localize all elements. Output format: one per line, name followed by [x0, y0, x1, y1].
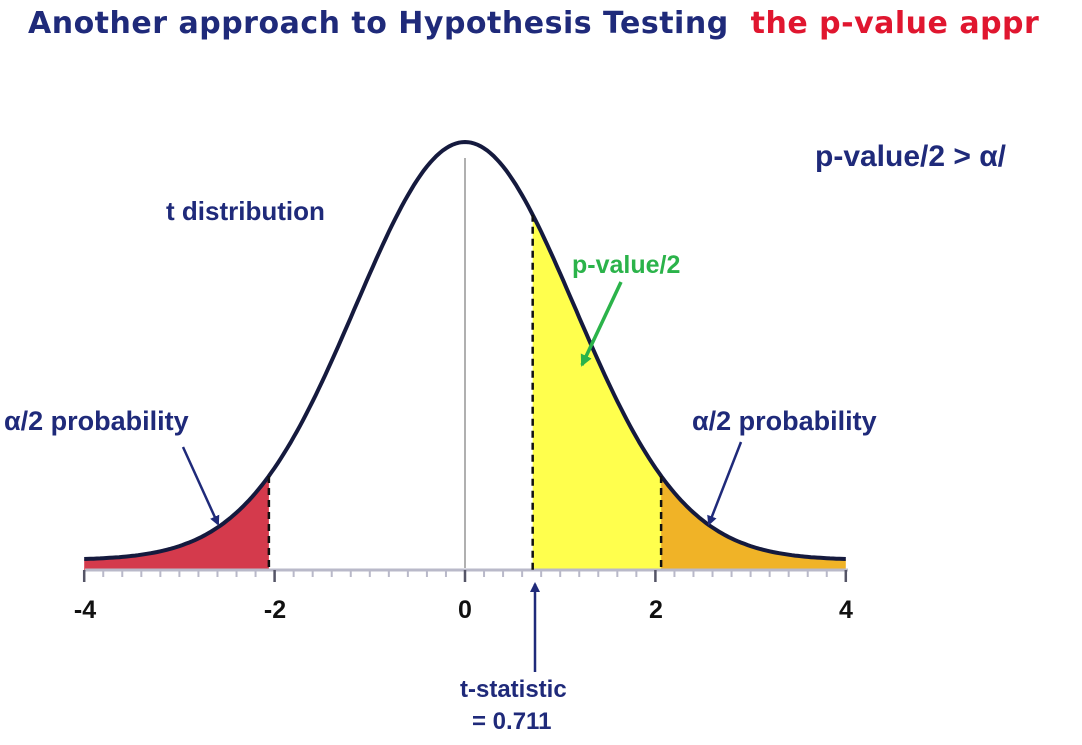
- t-density-curve: [84, 139, 846, 561]
- axis-ticks: [82, 570, 848, 582]
- alpha-right-region: [661, 476, 846, 570]
- tick-label-neg2: -2: [263, 596, 287, 624]
- p-value-comparison: p-value/2 > α/: [815, 140, 1007, 173]
- tick-label-4: 4: [839, 596, 853, 624]
- title-subtitle: the p-value appr: [750, 6, 1040, 41]
- alpha-left-label: α/2 probability: [4, 406, 189, 436]
- p-value-region: [532, 214, 662, 570]
- title-text: Another approach to Hypothesis Testing: [28, 6, 729, 41]
- t-distribution-label: t distribution: [166, 196, 325, 226]
- p-value-arrow: [580, 281, 623, 367]
- alpha-right-arrow: [707, 441, 743, 526]
- alpha-right-label: α/2 probability: [692, 406, 877, 436]
- p-value-label: p-value/2: [572, 251, 681, 279]
- alpha-left-arrow: [181, 446, 220, 526]
- alpha-left-region: [84, 476, 269, 570]
- slide-title: Another approach to Hypothesis Testing th…: [28, 6, 1039, 41]
- tick-label-0: 0: [458, 596, 472, 624]
- t-statistic-value: = 0.711: [472, 708, 552, 735]
- tick-label-neg4: -4: [73, 596, 97, 624]
- tick-label-2: 2: [649, 596, 663, 624]
- t-statistic-label: t-statistic: [460, 676, 567, 703]
